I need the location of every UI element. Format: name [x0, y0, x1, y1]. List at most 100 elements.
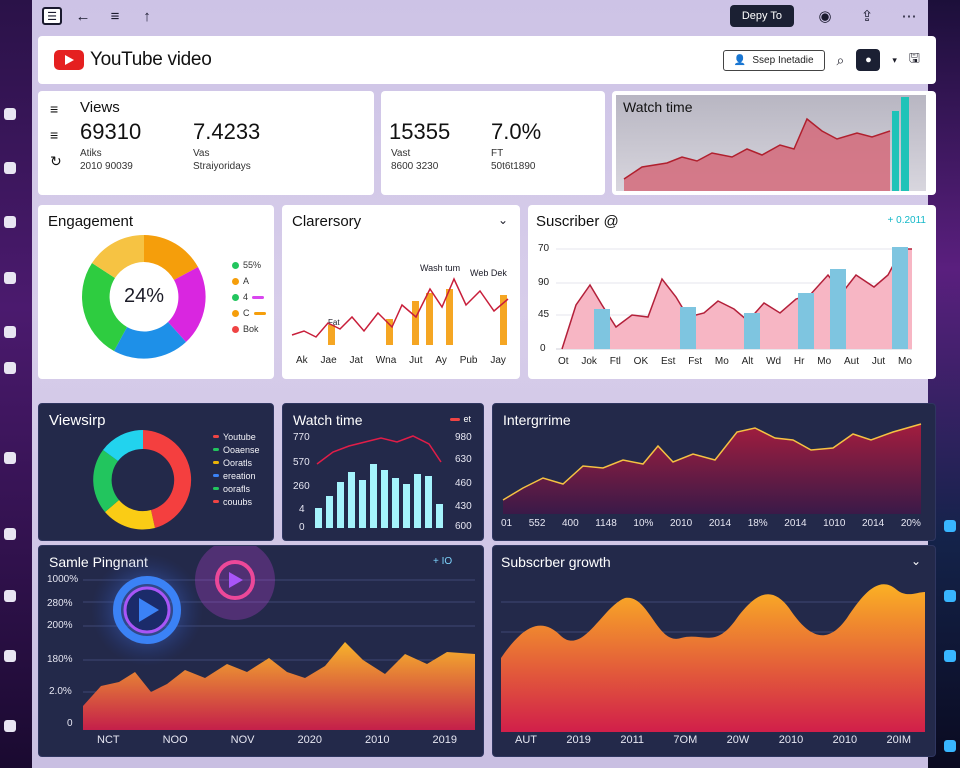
drop-icon[interactable]: ●	[856, 49, 881, 71]
strip-hole	[4, 720, 16, 732]
stats-percent: 7.0%	[491, 119, 542, 144]
x-tick: Wd	[766, 356, 782, 367]
intergrime-line	[502, 423, 922, 501]
legend-label: oorafls	[223, 483, 251, 494]
annotation-label: Web Dek	[470, 268, 507, 278]
y-tick: 2.0%	[49, 686, 72, 697]
legend-label: C	[243, 308, 250, 318]
bar	[386, 319, 393, 345]
x-tick: 20IM	[886, 734, 911, 746]
arrow-up-icon[interactable]: ↑	[143, 7, 151, 25]
legend-label: et	[463, 414, 471, 424]
engagement-donut	[82, 235, 206, 359]
x-tick: NOV	[230, 734, 255, 746]
x-tick: 20%	[900, 518, 921, 529]
stats-percent-sub: 50t6t1890	[491, 161, 536, 172]
subscriber-title: Suscriber @	[536, 213, 619, 230]
watch-time-area	[624, 119, 890, 191]
legend-label: 55%	[243, 260, 262, 270]
intergrime-chart	[502, 423, 922, 514]
save-icon[interactable]: 🖫	[908, 50, 920, 65]
chevron-down-icon[interactable]: ▾	[892, 54, 897, 65]
left-film-strip	[0, 0, 32, 768]
views-rate-sub: Straiyoridays	[193, 161, 251, 172]
arrow-left-icon[interactable]: ←	[75, 7, 91, 25]
legend-dot	[232, 293, 239, 301]
strip-hole	[944, 740, 956, 752]
more-icon[interactable]: ⋯	[901, 8, 917, 25]
x-tick: 400	[562, 518, 579, 529]
x-tick: 552	[528, 518, 546, 529]
search-icon[interactable]: ⌕	[836, 51, 845, 68]
legend-item: Bok	[232, 321, 266, 337]
bar	[500, 295, 507, 345]
legend-label: Bok	[243, 324, 259, 334]
menu-icon[interactable]: ☰	[42, 7, 62, 25]
top-toolbar: ☰ ← ≡ ↑ Depy To ◉ ⇪ ⋯	[32, 0, 928, 32]
x-tick: NOO	[162, 734, 188, 746]
bar	[680, 307, 696, 349]
strip-hole	[4, 362, 16, 374]
y-tick: 280%	[47, 598, 73, 609]
legend-item: 55%	[232, 257, 266, 273]
x-tick: 2019	[432, 734, 457, 746]
y-tick: 0	[299, 522, 305, 533]
bar	[381, 470, 388, 528]
engagement-card: Engagement 24% 55% A 4 C Bok	[38, 205, 274, 379]
subscriber-growth-title: Subscrber growth	[501, 554, 611, 570]
app-header: YouTube video 👤 Ssep Inetadie ⌕ ● ▾ 🖫	[38, 36, 936, 84]
views-rate-value: 7.4233	[193, 119, 261, 144]
subscriber-growth-card: Subscrber growth ⌄ AUT 2019 2011 7OM 20W…	[492, 545, 936, 757]
legend-item: 4	[232, 289, 266, 305]
x-tick: Ak	[296, 355, 308, 366]
x-tick: NCT	[97, 734, 120, 746]
chevron-down-icon[interactable]: ⌄	[497, 213, 508, 227]
legend-label: Ooratls	[223, 457, 253, 468]
watch-time-dark-title: Watch time	[293, 412, 363, 428]
legend-item: ereation	[213, 469, 260, 482]
views-card: Views ≡ ≡ ↻ 69310 Atiks 2010 90039 7.423…	[38, 91, 374, 195]
x-tick: Hr	[793, 356, 805, 367]
growth-area	[501, 584, 925, 732]
x-tick: OK	[633, 356, 649, 367]
refresh-icon[interactable]: ↻	[50, 153, 62, 169]
share-icon[interactable]: ⇪	[860, 8, 874, 25]
views-sub-label: Atiks	[80, 148, 102, 159]
subscriber-x-axis: Ot Jok Ftl OK Est Fst Mo Alt Wd Hr Mo Au…	[558, 356, 912, 367]
legend-item: Ooaense	[213, 443, 260, 456]
x-tick: 1148	[595, 518, 617, 529]
bar	[392, 478, 399, 528]
deploy-button[interactable]: Depy To	[729, 5, 794, 27]
subscriber-chart	[556, 247, 912, 350]
chevron-down-icon[interactable]: ⌄	[910, 554, 921, 568]
legend-dash	[213, 500, 219, 503]
watch-time-bar	[892, 111, 899, 191]
legend-label: couubs	[223, 496, 253, 507]
donut-slice-blue	[114, 322, 186, 359]
viewsirp-title: Viewsirp	[49, 412, 106, 429]
bar	[798, 293, 814, 349]
list-icon[interactable]: ≡	[110, 7, 120, 25]
y-tick: 0	[67, 718, 73, 729]
legend-label: 4	[243, 292, 249, 302]
donut-slice-yellow	[105, 500, 155, 530]
strip-hole	[4, 108, 16, 120]
donut-slice-yellow	[92, 235, 144, 278]
legend-dash	[253, 311, 266, 315]
viewsirp-card: Viewsirp Youtube Ooaense Ooratls ereatio…	[38, 403, 274, 541]
legend-label: ereation	[223, 470, 256, 481]
clarersory-chart	[291, 277, 509, 345]
settings-button[interactable]: 👤 Ssep Inetadie	[722, 49, 825, 71]
x-tick: AUT	[515, 734, 537, 746]
hamburger-icon[interactable]: ≡	[50, 101, 59, 117]
x-tick: Ay	[435, 355, 447, 366]
watch-time-dark-card: Watch time et 770 570 260 4 0 980 630 46…	[282, 403, 484, 541]
hamburger-icon[interactable]: ≡	[50, 127, 59, 143]
record-icon[interactable]: ◉	[818, 8, 832, 25]
clarersory-x-axis: Ak Jae Jat Wna Jut Ay Pub Jay	[296, 355, 506, 366]
engagement-legend: 55% A 4 C Bok	[232, 257, 266, 337]
stats-card: 15355 Vast 8600 3230 7.0% FT 50t6t1890	[381, 91, 605, 195]
donut-slice-cyan	[103, 430, 143, 461]
play-ring-icon	[113, 576, 181, 644]
play-triangle-icon	[229, 572, 243, 588]
